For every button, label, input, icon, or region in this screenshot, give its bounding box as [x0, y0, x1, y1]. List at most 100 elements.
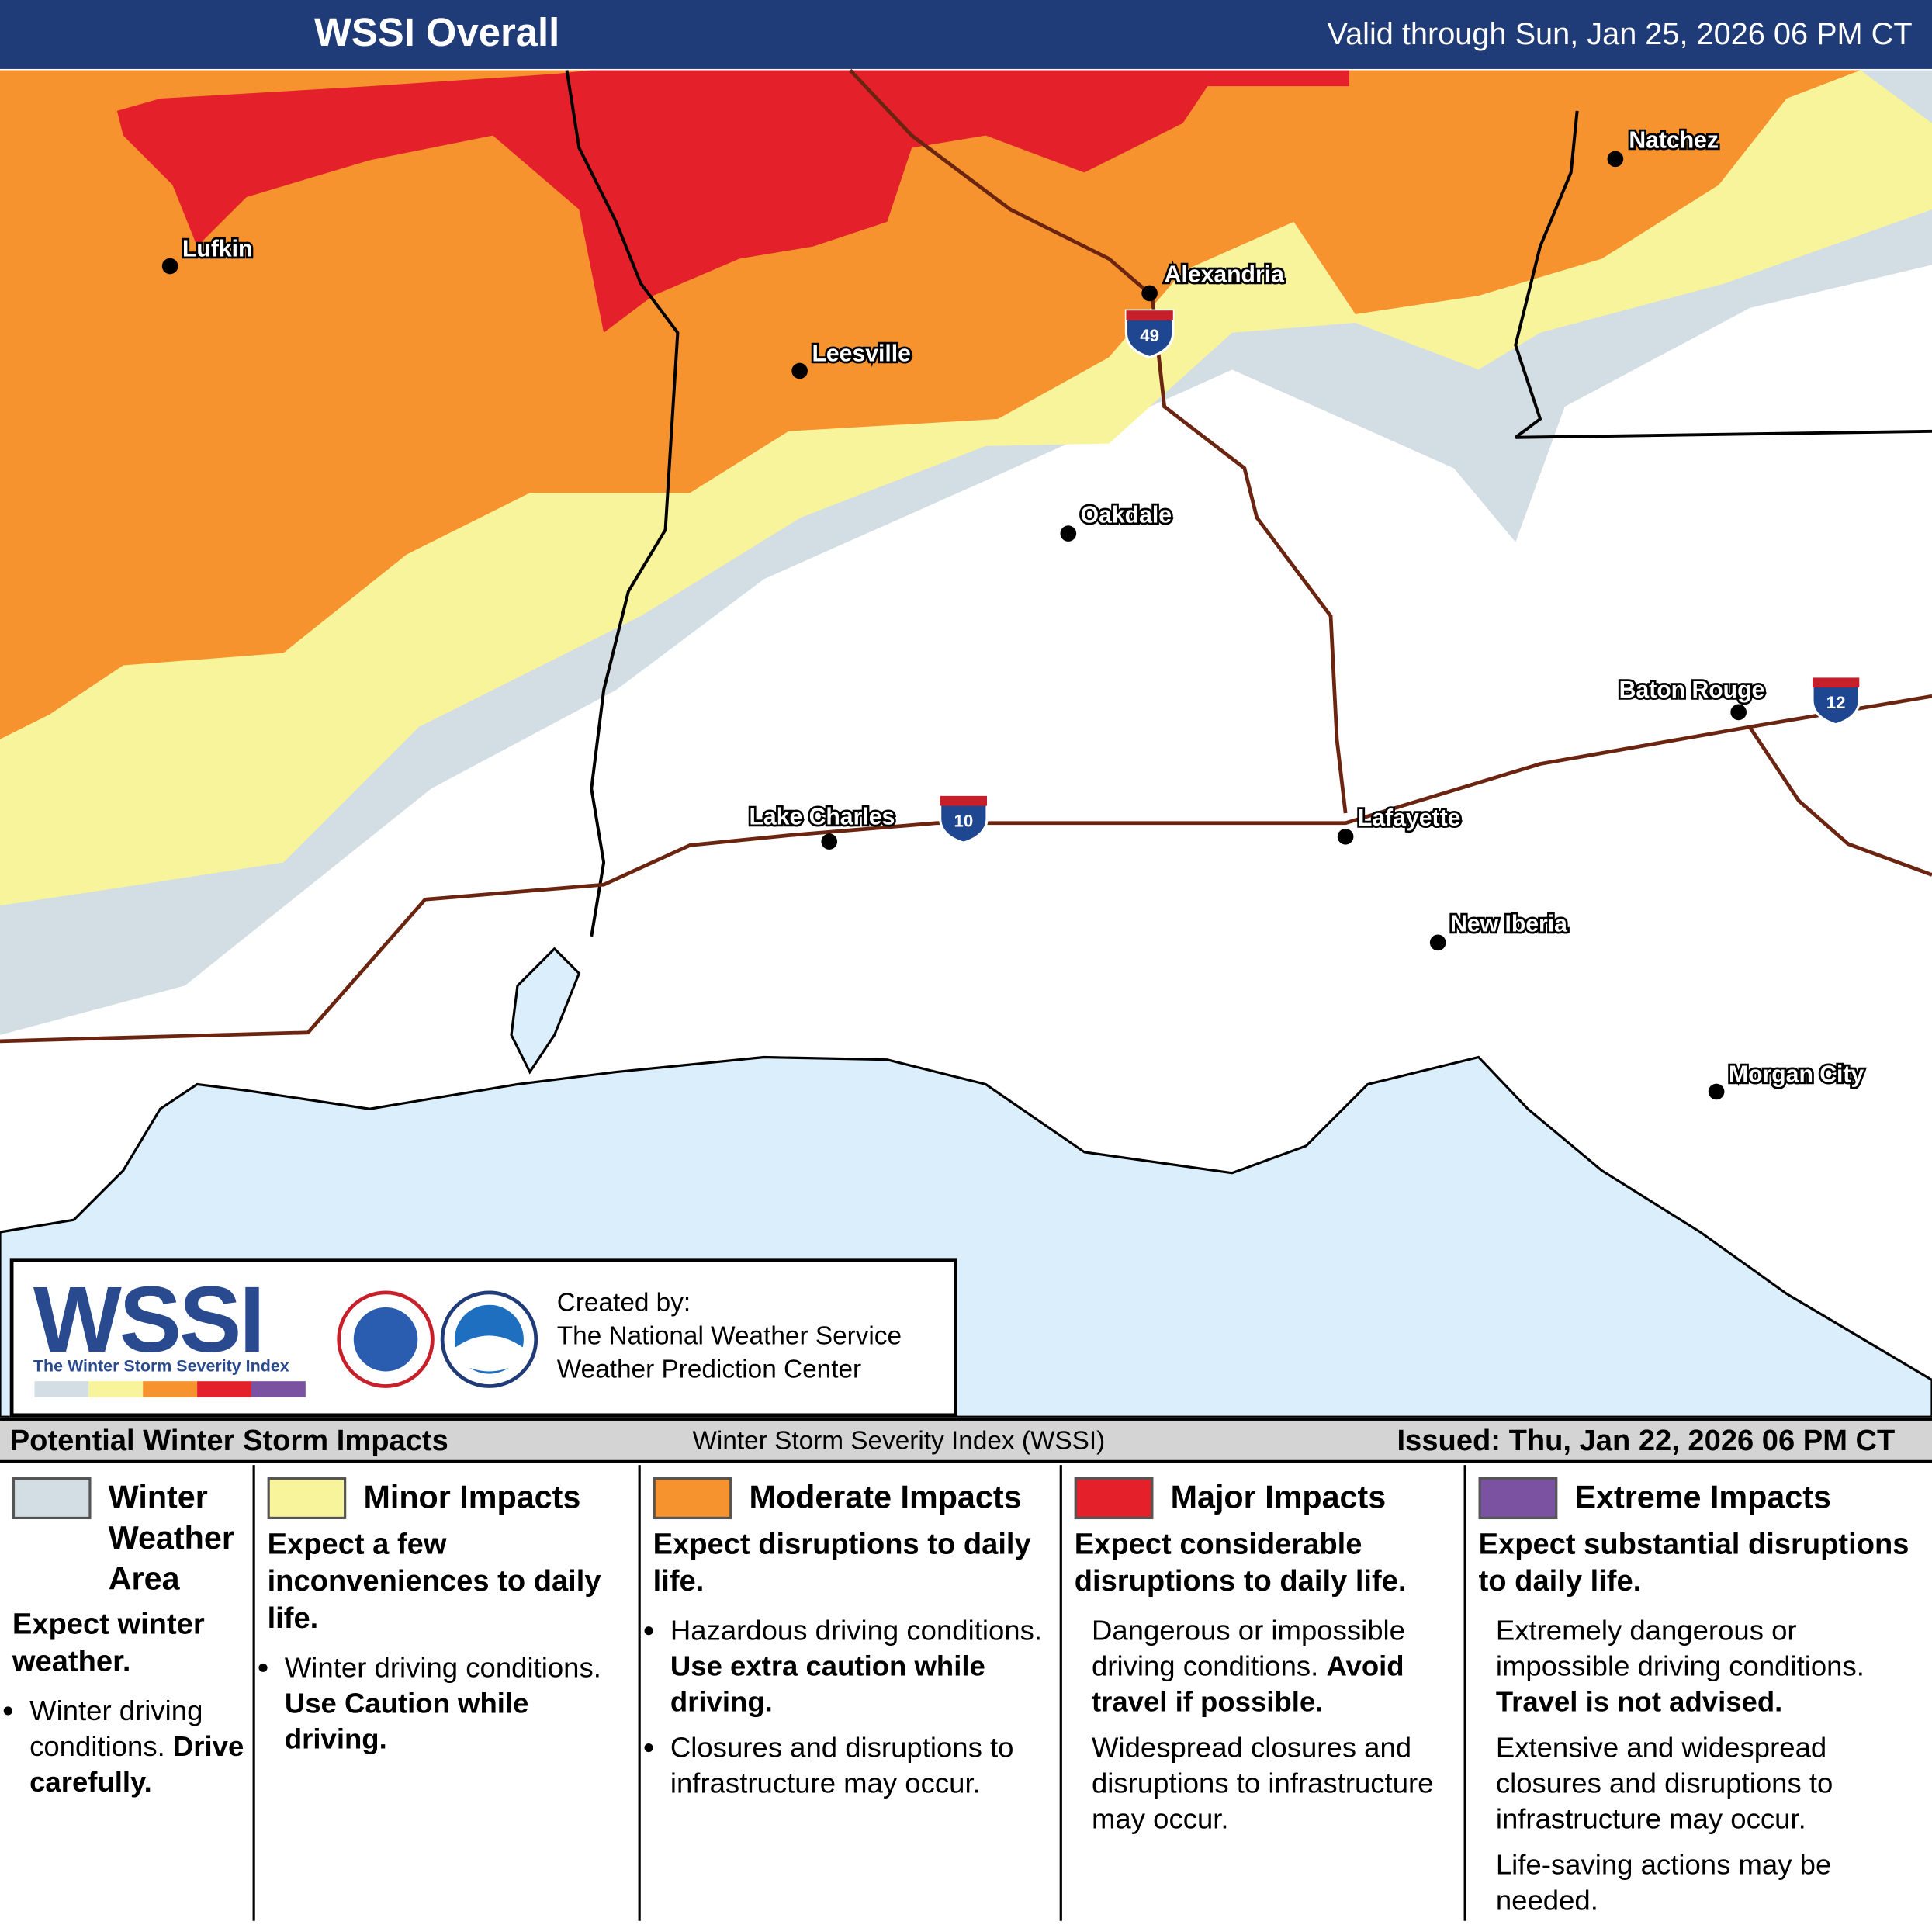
impact-list: Winter driving conditions. Use Caution w… — [268, 1650, 631, 1757]
interstate — [0, 694, 1932, 1044]
category-name: Extreme Impacts — [1574, 1478, 1831, 1516]
color-strip — [34, 1381, 306, 1397]
impact-item: Extremely dangerous or impossible drivin… — [1496, 1613, 1925, 1720]
city-label: Lafayette — [1358, 805, 1460, 831]
agency-logos — [337, 1290, 538, 1388]
swatch — [653, 1477, 732, 1520]
impact-item: Extensive and widespread closures and di… — [1496, 1730, 1925, 1837]
major-area — [116, 70, 1349, 333]
strip-color — [197, 1381, 251, 1397]
impact-item: Winter driving conditions. Drive careful… — [29, 1693, 245, 1800]
strip-color — [251, 1381, 306, 1397]
credit-line: The National Weather Service — [556, 1321, 902, 1351]
state-line — [1515, 429, 1932, 439]
city-label: Oakdale — [1081, 502, 1172, 528]
title: WSSI Overall — [313, 9, 560, 54]
impact-item: Life-saving actions may be needed. — [1496, 1847, 1925, 1918]
impact-text: Life-saving actions may be needed. — [1495, 1848, 1832, 1916]
category-summary: Expect winter weather. — [12, 1608, 205, 1678]
legend-title: Potential Winter Storm Impacts — [9, 1424, 448, 1458]
issued-time: Issued: Thu, Jan 22, 2026 06 PM CT — [1397, 1424, 1896, 1458]
impact-item: Winter driving conditions. Use Caution w… — [285, 1650, 631, 1757]
category-header: Moderate Impacts — [653, 1477, 1053, 1520]
credit-line: Weather Prediction Center — [556, 1355, 862, 1384]
category-header: Winter Weather Area — [12, 1477, 245, 1599]
impact-item: Widespread closures and disruptions to i… — [1092, 1730, 1456, 1837]
state-line — [1514, 110, 1579, 439]
valid-time: Valid through Sun, Jan 25, 2026 06 PM CT — [1327, 17, 1913, 52]
swatch — [1478, 1477, 1558, 1520]
legend-columns: Winter Weather Area Expect winter weather… — [0, 1465, 1932, 1932]
impact-item: Closures and disruptions to infrastructu… — [670, 1730, 1052, 1802]
strip-color — [34, 1381, 89, 1397]
impact-emphasis: Use extra caution while driving. — [670, 1650, 985, 1718]
impact-text: Winter driving conditions. — [284, 1650, 601, 1684]
header: WSSI Overall Valid through Sun, Jan 25, … — [0, 0, 1932, 69]
category-header: Minor Impacts — [267, 1477, 631, 1520]
category-name: Major Impacts — [1170, 1478, 1387, 1516]
city-label: Natchez — [1629, 128, 1719, 154]
shield-number: 49 — [1140, 326, 1159, 345]
city-label: Alexandria — [1165, 262, 1284, 288]
category-header: Major Impacts — [1074, 1477, 1456, 1520]
category-name: Moderate Impacts — [749, 1478, 1022, 1516]
swatch — [12, 1477, 92, 1520]
impact-list: Winter driving conditions. Drive careful… — [12, 1693, 245, 1800]
city-label: Lufkin — [182, 236, 252, 261]
created-by: Created by: — [556, 1289, 691, 1317]
shield-number: 12 — [1826, 693, 1846, 712]
impact-emphasis: Travel is not advised. — [1495, 1685, 1783, 1718]
swatch — [1074, 1477, 1154, 1520]
city-label: New Iberia — [1450, 912, 1567, 937]
impact-text: Winter driving conditions. — [29, 1694, 203, 1762]
legend-column: Extreme Impacts Expect substantial disrup… — [1466, 1465, 1932, 1921]
impact-text: Extensive and widespread closures and di… — [1495, 1731, 1833, 1835]
strip-color — [88, 1381, 144, 1397]
strip-color — [143, 1381, 198, 1397]
legend-column: Major Impacts Expect considerable disrupt… — [1062, 1465, 1466, 1921]
credit-box: WSSI The Winter Storm Severity Index Cre… — [9, 1258, 957, 1418]
legend: Potential Winter Storm Impacts Winter St… — [0, 1417, 1932, 1932]
category-name: Minor Impacts — [363, 1478, 581, 1516]
interstate — [848, 68, 1348, 814]
legend-header: Potential Winter Storm Impacts Winter St… — [0, 1420, 1932, 1463]
impact-text: Dangerous or impossible driving conditio… — [1091, 1614, 1405, 1682]
interstate-shield: 10 — [939, 795, 989, 844]
impact-text: Extremely dangerous or impossible drivin… — [1495, 1614, 1864, 1682]
impact-emphasis: Drive carefully. — [29, 1729, 244, 1798]
impact-text: Closures and disruptions to infrastructu… — [670, 1731, 1014, 1799]
legend-column: Moderate Impacts Expect disruptions to da… — [641, 1465, 1062, 1921]
city-label: Morgan City — [1729, 1061, 1864, 1087]
impact-emphasis: Avoid travel if possible. — [1091, 1650, 1404, 1718]
logo-caption: The Winter Storm Severity Index — [33, 1356, 289, 1376]
category-summary: Expect disruptions to daily life. — [653, 1528, 1031, 1598]
impact-list: Hazardous driving conditions. Use extra … — [653, 1613, 1053, 1802]
logo: WSSI — [33, 1268, 265, 1373]
legend-column: Minor Impacts Expect a few inconveniences… — [255, 1465, 641, 1921]
swatch — [267, 1477, 347, 1520]
interstate-shield: 12 — [1811, 676, 1861, 726]
impact-list: Dangerous or impossible driving conditio… — [1075, 1613, 1456, 1837]
category-summary: Expect a few inconveniences to daily lif… — [267, 1528, 601, 1636]
city-label: Lake Charles — [750, 804, 895, 829]
category-summary: Expect considerable disruptions to daily… — [1074, 1528, 1407, 1598]
shield-number: 10 — [954, 812, 973, 831]
state-line — [565, 70, 680, 937]
interstate — [1747, 725, 1932, 877]
city-label: Baton Rouge — [1619, 677, 1765, 703]
impact-item: Hazardous driving conditions. Use extra … — [670, 1613, 1052, 1720]
impact-list: Extremely dangerous or impossible drivin… — [1479, 1613, 1925, 1919]
city-label: Leesville — [812, 341, 910, 366]
moderate-area — [0, 70, 1861, 739]
impact-text: Hazardous driving conditions. — [670, 1614, 1043, 1646]
legend-subtitle: Winter Storm Severity Index (WSSI) — [692, 1426, 1106, 1456]
interstate-shield: 49 — [1124, 309, 1175, 359]
category-summary: Expect substantial disruptions to daily … — [1478, 1528, 1909, 1598]
lake — [510, 947, 581, 1075]
impact-text: Widespread closures and disruptions to i… — [1091, 1731, 1434, 1835]
legend-column: Winter Weather Area Expect winter weather… — [0, 1465, 255, 1921]
category-header: Extreme Impacts — [1478, 1477, 1925, 1520]
impact-emphasis: Use Caution while driving. — [284, 1686, 529, 1755]
